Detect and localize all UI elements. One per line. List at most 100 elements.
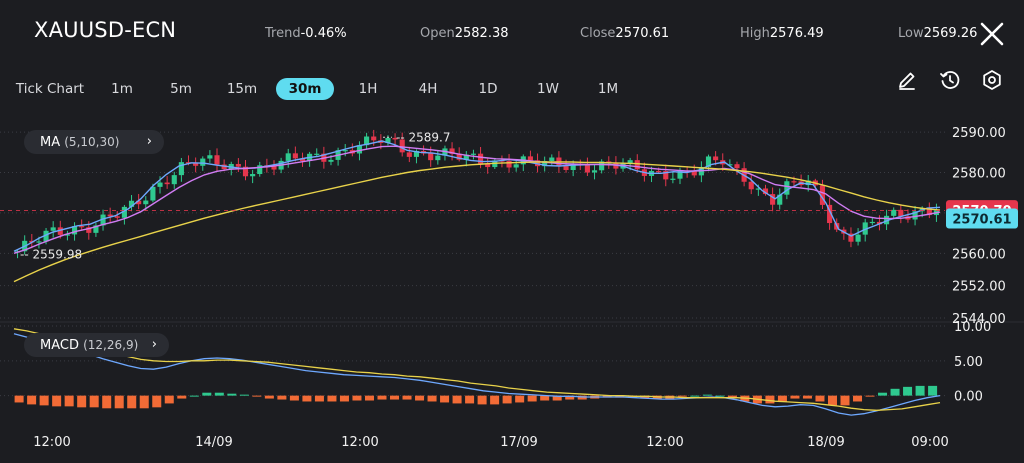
macd-hist-bar-neg xyxy=(840,395,850,406)
candle-down xyxy=(656,170,662,173)
macd-hist-bar-pos xyxy=(928,385,938,396)
candle-up xyxy=(727,164,733,166)
candle-up xyxy=(855,234,861,242)
macd-hist-bar-neg xyxy=(152,395,162,408)
macd-hist-bar-neg xyxy=(339,395,349,402)
candle-up xyxy=(100,214,106,226)
candle-down xyxy=(791,181,797,183)
price-tick-label: 2560.00 xyxy=(952,247,1006,262)
macd-hist-bar-pos xyxy=(878,392,888,396)
candle-up xyxy=(228,163,234,170)
candle-up xyxy=(442,148,448,156)
macd-hist-bar-neg xyxy=(39,395,49,406)
timeframe-1d[interactable]: 1D xyxy=(478,81,498,97)
timeframe-tick-chart[interactable]: Tick Chart xyxy=(15,81,85,97)
macd-hist-bar-neg xyxy=(390,395,400,400)
close-icon[interactable] xyxy=(978,20,1006,48)
macd-hist-bar-pos xyxy=(202,392,212,396)
low-label: Low xyxy=(898,26,924,41)
pencil-icon[interactable] xyxy=(895,68,919,92)
candle-up xyxy=(385,137,391,143)
settings-icon[interactable] xyxy=(980,68,1004,92)
candle-down xyxy=(770,194,776,205)
macd-hist-bar-neg xyxy=(815,395,825,402)
ma10-line xyxy=(13,145,941,254)
macd-hist-bar-neg xyxy=(402,395,412,400)
price-tick-label: 2570.00 xyxy=(952,207,1006,222)
candle-down xyxy=(684,170,690,172)
min-price-label: -- 2559.98 xyxy=(20,247,82,261)
candle-down xyxy=(841,229,847,234)
macd-hist-bar-neg xyxy=(540,395,550,401)
candle-down xyxy=(421,150,427,154)
candle-down xyxy=(556,157,562,167)
candle-down xyxy=(827,204,833,224)
timeframe-4h[interactable]: 4H xyxy=(418,81,438,97)
candle-down xyxy=(848,233,854,242)
candle-up xyxy=(364,136,370,146)
candle-down xyxy=(819,185,826,205)
candle-down xyxy=(762,188,769,195)
time-tick-label: 14/09 xyxy=(195,435,232,450)
macd-hist-bar-neg xyxy=(314,395,324,402)
current-price-badge xyxy=(946,200,1018,221)
candle-down xyxy=(456,153,462,160)
candle-down xyxy=(876,221,883,225)
candle-down xyxy=(406,152,412,157)
candle-up xyxy=(250,174,256,177)
timeframe-15m[interactable]: 15m xyxy=(226,81,258,97)
last-close-label: 2570.61 xyxy=(952,212,1011,227)
candle-up xyxy=(705,156,712,167)
header-bar: XAUUSD-ECN Trend-0.46% Open2582.38 Close… xyxy=(0,0,1024,64)
candle-up xyxy=(328,159,334,162)
macd-hist-bar-neg xyxy=(477,395,487,405)
macd-params: (12,26,9) xyxy=(83,338,139,352)
candle-down xyxy=(242,166,249,177)
macd-hist-bar-neg xyxy=(177,395,187,399)
candle-down xyxy=(477,153,484,164)
ma-params: (5,10,30) xyxy=(64,135,120,149)
timeframe-1w[interactable]: 1W xyxy=(537,81,559,97)
timeframe-1m[interactable]: 1m xyxy=(111,81,133,97)
macd-hist-bar-pos xyxy=(715,395,725,397)
macd-hist-bar-neg xyxy=(615,395,625,398)
candle-up xyxy=(121,206,127,218)
candle-up xyxy=(755,188,761,190)
history-icon[interactable] xyxy=(938,68,962,92)
candle-up xyxy=(627,160,633,164)
open-stat: Open2582.38 xyxy=(420,26,509,41)
candle-up xyxy=(356,145,363,154)
candle-down xyxy=(86,227,92,233)
low-stat: Low2569.26 xyxy=(898,26,977,41)
candle-up xyxy=(36,241,42,243)
macd-indicator-pill[interactable]: MACD (12,26,9) › xyxy=(24,333,169,357)
candle-down xyxy=(606,161,612,163)
candle-up xyxy=(570,163,576,171)
timeframe-5m[interactable]: 5m xyxy=(170,81,192,97)
timeframe-1m-month[interactable]: 1M xyxy=(597,81,619,97)
timeframe-1h[interactable]: 1H xyxy=(358,81,378,97)
candle-down xyxy=(905,216,911,220)
macd-hist-bar-neg xyxy=(52,395,62,407)
ma-indicator-pill[interactable]: MA (5,10,30) › xyxy=(24,130,164,154)
candle-down xyxy=(271,166,277,170)
candle-down xyxy=(193,163,199,166)
timeframe-30m[interactable]: 30m xyxy=(276,78,334,100)
macd-hist-bar-neg xyxy=(77,395,87,408)
candle-up xyxy=(413,150,420,157)
candle-up xyxy=(513,164,519,168)
macd-hist-bar-neg xyxy=(289,395,299,401)
macd-hist-bar-neg xyxy=(440,395,450,403)
candle-up xyxy=(178,162,184,176)
open-value: 2582.38 xyxy=(454,26,509,41)
timeframe-bar: Tick Chart 1m 5m 15m 30m 1H 4H 1D 1W 1M xyxy=(0,74,1024,104)
macd-hist-bar-neg xyxy=(527,395,537,402)
macd-hist-bar-neg xyxy=(415,395,425,401)
macd-hist-bar-pos xyxy=(239,394,249,396)
candle-down xyxy=(499,160,505,162)
candle-up xyxy=(307,153,313,161)
price-tick-label: 2590.00 xyxy=(952,126,1006,141)
candle-down xyxy=(371,136,377,141)
candle-down xyxy=(29,240,35,243)
